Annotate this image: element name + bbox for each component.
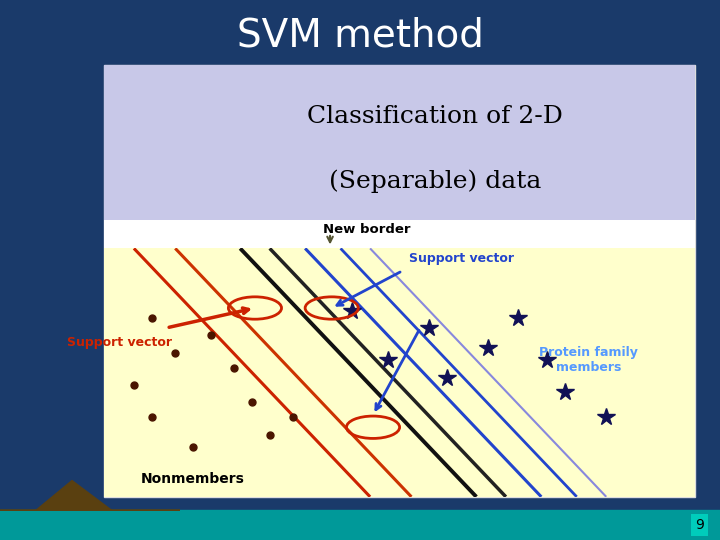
Polygon shape	[0, 481, 180, 510]
Text: (Separable) data: (Separable) data	[329, 170, 541, 193]
Bar	[104, 65, 695, 220]
Text: New border: New border	[323, 223, 410, 236]
Bar	[104, 248, 695, 497]
Text: Support vector: Support vector	[67, 336, 171, 349]
Text: Classification of 2-D: Classification of 2-D	[307, 105, 563, 127]
Text: Support vector: Support vector	[409, 252, 514, 265]
Text: 9: 9	[696, 518, 704, 532]
Bar	[104, 65, 695, 497]
Text: Nonmembers: Nonmembers	[141, 472, 245, 487]
Bar	[104, 220, 695, 248]
Text: SVM method: SVM method	[237, 16, 483, 54]
Text: Protein family
members: Protein family members	[539, 346, 638, 374]
Bar	[0, 510, 720, 540]
